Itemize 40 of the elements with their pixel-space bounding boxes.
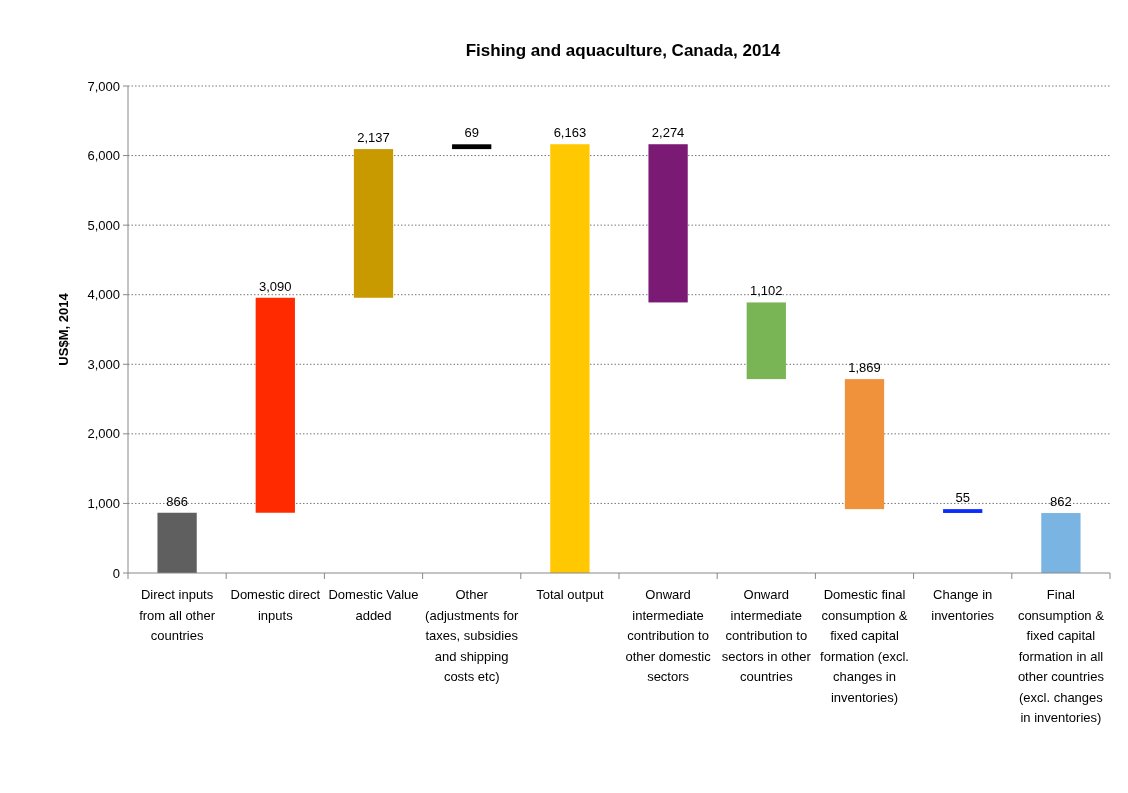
data-label: 55 — [955, 490, 970, 506]
data-label: 862 — [1050, 494, 1072, 510]
x-tick-label: Change in inventories — [931, 587, 995, 623]
y-tick-label: 7,000 — [87, 78, 120, 94]
y-tick-label: 3,000 — [87, 356, 120, 372]
bar — [353, 149, 394, 298]
data-label: 866 — [166, 493, 188, 509]
bar — [648, 144, 688, 303]
data-label: 3,090 — [259, 278, 292, 294]
data-label: 1,869 — [848, 360, 881, 376]
y-tick-label: 0 — [112, 565, 120, 581]
x-tick-label: Final consumption & fixed capital formation in all other countries (excl. changes in inventories) — [1017, 587, 1105, 725]
data-label: 2,274 — [651, 125, 685, 141]
x-tick-label: Domestic final consumption & fixed capital formation (excl. changes in inventories) — [820, 587, 909, 705]
data-label: 2,137 — [357, 130, 390, 146]
bar — [1041, 513, 1081, 573]
x-tick-label: Direct inputs from all other countries — [139, 587, 216, 643]
data-label: 69 — [464, 125, 479, 141]
bar — [550, 144, 590, 573]
y-tick-label: 4,000 — [87, 287, 120, 303]
y-tick-label: 5,000 — [87, 217, 120, 233]
y-tick-label: 1,000 — [87, 495, 120, 511]
bar — [746, 302, 786, 380]
bar — [452, 144, 492, 150]
x-tick-label: Total output — [536, 587, 604, 602]
x-tick-label: Domestic direct inputs — [230, 587, 321, 623]
x-tick-label: Onward intermediate contribution to sectors in other countries — [721, 587, 812, 684]
x-tick-label: Domestic Value added — [328, 587, 419, 623]
bar — [943, 509, 983, 513]
data-label: 6,163 — [553, 125, 587, 141]
x-tick-label: Onward intermediate contribution to other domestic sectors — [625, 587, 712, 684]
bar — [844, 379, 885, 510]
y-tick-label: 6,000 — [87, 148, 120, 164]
y-tick-label: 2,000 — [87, 426, 120, 442]
data-label: 1,102 — [750, 283, 783, 299]
bar — [255, 297, 295, 513]
chart-title: Fishing and aquaculture, Canada, 2014 — [465, 41, 781, 60]
y-axis-title: US$M, 2014 — [56, 292, 71, 366]
x-tick-label: Other (adjustments for taxes, subsidies and shipping costs etc) — [425, 587, 519, 684]
bar — [157, 512, 197, 573]
